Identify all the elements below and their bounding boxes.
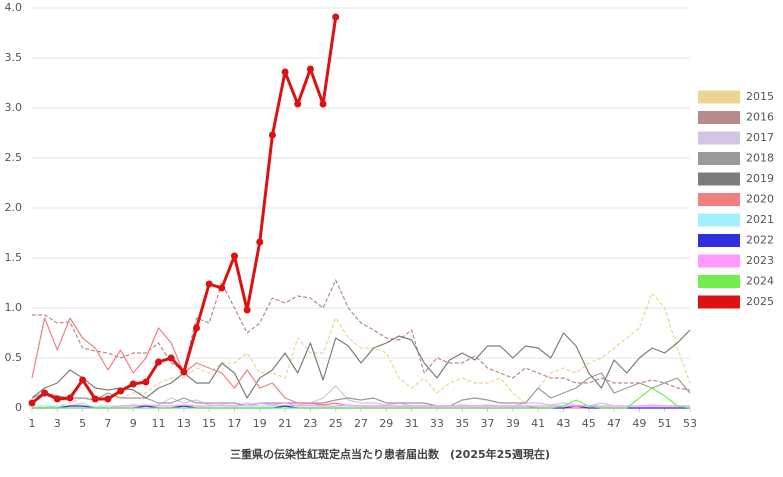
legend-label: 2016 bbox=[746, 111, 774, 124]
x-tick-label: 45 bbox=[582, 417, 596, 430]
legend-label: 2018 bbox=[746, 152, 774, 165]
legend-label: 2022 bbox=[746, 234, 774, 247]
y-tick-label: 0 bbox=[15, 401, 22, 414]
legend-swatch bbox=[698, 90, 740, 104]
point bbox=[91, 395, 99, 403]
x-tick-label: 37 bbox=[481, 417, 495, 430]
x-tick-label: 49 bbox=[632, 417, 646, 430]
x-tick-label: 3 bbox=[54, 417, 61, 430]
x-tick-label: 21 bbox=[278, 417, 292, 430]
legend-swatch bbox=[698, 193, 740, 206]
y-tick-label: 0.5 bbox=[5, 351, 23, 364]
y-tick-label: 3.5 bbox=[5, 51, 23, 64]
series-line bbox=[32, 402, 690, 409]
x-tick-label: 53 bbox=[683, 417, 697, 430]
y-tick-label: 2.5 bbox=[5, 151, 23, 164]
point bbox=[319, 100, 327, 108]
point bbox=[268, 131, 276, 139]
x-tick-label: 41 bbox=[531, 417, 545, 430]
y-tick-label: 3.0 bbox=[5, 101, 23, 114]
legend-label: 2025 bbox=[746, 295, 774, 308]
y-tick-label: 1.0 bbox=[5, 301, 23, 314]
legend-label: 2023 bbox=[746, 254, 774, 267]
y-tick-label: 2.0 bbox=[5, 201, 23, 214]
legend-swatch bbox=[698, 152, 740, 165]
point bbox=[205, 280, 213, 288]
x-tick-label: 33 bbox=[430, 417, 444, 430]
point bbox=[306, 65, 314, 73]
legend-swatch bbox=[698, 213, 740, 227]
x-tick-label: 27 bbox=[354, 417, 368, 430]
point bbox=[66, 394, 74, 402]
x-tick-label: 31 bbox=[405, 417, 419, 430]
point bbox=[142, 378, 150, 386]
point bbox=[256, 238, 264, 246]
x-tick-label: 11 bbox=[152, 417, 166, 430]
y-tick-label: 1.5 bbox=[5, 251, 23, 264]
legend-label: 2021 bbox=[746, 213, 774, 226]
x-tick-label: 1 bbox=[29, 417, 36, 430]
point bbox=[281, 68, 289, 76]
point bbox=[193, 324, 200, 332]
point bbox=[294, 100, 302, 108]
x-tick-label: 19 bbox=[253, 417, 267, 430]
legend-swatch bbox=[698, 234, 740, 247]
y-tick-label: 4.0 bbox=[5, 1, 23, 14]
legend-swatch bbox=[698, 295, 740, 309]
series-line bbox=[31, 372, 691, 407]
x-tick-label: 13 bbox=[177, 417, 191, 430]
point bbox=[230, 252, 238, 260]
x-tick-label: 15 bbox=[202, 417, 216, 430]
point bbox=[129, 380, 137, 388]
point bbox=[79, 376, 87, 384]
x-tick-label: 29 bbox=[379, 417, 393, 430]
legend-label: 2017 bbox=[746, 131, 774, 144]
point bbox=[117, 387, 125, 395]
point bbox=[41, 389, 49, 397]
series-line bbox=[32, 387, 691, 409]
legend-swatch bbox=[698, 254, 740, 268]
point bbox=[180, 368, 188, 376]
legend-label: 2024 bbox=[746, 275, 774, 288]
chart-title: 三重県の伝染性紅斑定点当たり患者届出数 (2025年25週現在) bbox=[230, 447, 550, 461]
series-line bbox=[31, 329, 691, 399]
x-tick-label: 47 bbox=[607, 417, 621, 430]
legend-label: 2015 bbox=[746, 90, 774, 103]
x-tick-label: 35 bbox=[455, 417, 469, 430]
point bbox=[155, 358, 163, 366]
legend-label: 2019 bbox=[746, 172, 774, 185]
series-line bbox=[31, 16, 338, 405]
legend-swatch bbox=[698, 111, 740, 124]
series-line bbox=[32, 279, 691, 391]
point bbox=[28, 399, 36, 407]
point bbox=[332, 13, 340, 21]
x-tick-label: 7 bbox=[104, 417, 111, 430]
legend-swatch bbox=[698, 131, 740, 145]
legend-label: 2020 bbox=[746, 193, 774, 206]
point bbox=[243, 306, 251, 314]
legend-swatch bbox=[698, 275, 740, 288]
point bbox=[218, 284, 226, 292]
x-tick-label: 5 bbox=[79, 417, 86, 430]
series-line bbox=[31, 292, 691, 409]
point bbox=[167, 354, 175, 362]
x-tick-label: 25 bbox=[329, 417, 343, 430]
x-tick-label: 23 bbox=[303, 417, 317, 430]
legend-swatch bbox=[698, 172, 740, 186]
x-tick-label: 39 bbox=[506, 417, 520, 430]
x-tick-label: 9 bbox=[130, 417, 137, 430]
x-tick-label: 43 bbox=[556, 417, 570, 430]
x-tick-label: 51 bbox=[658, 417, 672, 430]
x-tick-label: 17 bbox=[227, 417, 241, 430]
point bbox=[104, 395, 112, 403]
point bbox=[53, 395, 61, 403]
